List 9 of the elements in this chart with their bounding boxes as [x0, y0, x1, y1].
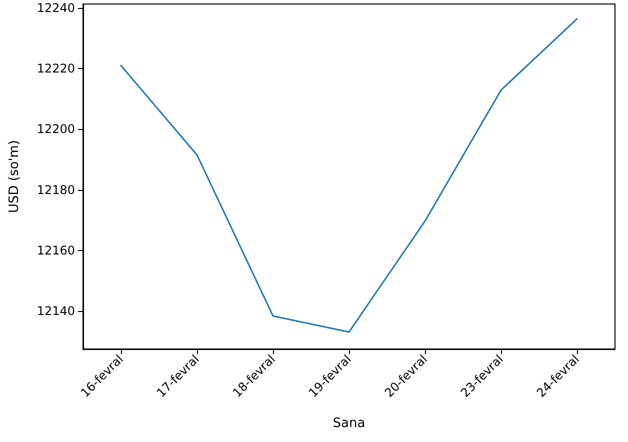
y-axis-title: USD (so'm): [7, 140, 22, 214]
line-series: [120, 18, 578, 333]
x-axis-title: Sana: [332, 416, 366, 431]
y-tick-label: 12180: [36, 182, 75, 197]
y-tick-label: 12240: [36, 0, 75, 15]
y-tick-label: 12160: [36, 243, 75, 258]
y-tick-label: 12140: [36, 304, 75, 318]
y-tick-label: 12200: [36, 122, 75, 136]
y-tick-label: 12220: [36, 62, 75, 76]
